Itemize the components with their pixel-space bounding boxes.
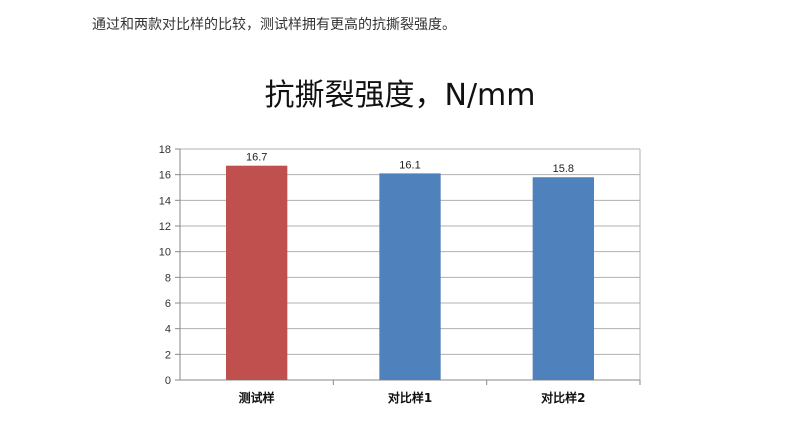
x-category-label: 对比样2 bbox=[541, 390, 585, 405]
bar bbox=[532, 177, 594, 380]
data-label: 15.8 bbox=[553, 163, 574, 175]
x-category-label: 测试样 bbox=[239, 390, 275, 405]
y-tick-label: 14 bbox=[159, 195, 171, 207]
bar bbox=[379, 173, 441, 380]
y-tick-label: 6 bbox=[165, 298, 171, 310]
y-tick-label: 2 bbox=[165, 349, 171, 361]
y-tick-label: 8 bbox=[165, 272, 171, 284]
y-tick-label: 18 bbox=[159, 144, 171, 156]
x-category-label: 对比样1 bbox=[388, 390, 432, 405]
data-label: 16.1 bbox=[399, 159, 420, 171]
y-tick-label: 0 bbox=[165, 375, 171, 387]
intro-text: 通过和两款对比样的比较，测试样拥有更高的抗撕裂强度。 bbox=[92, 17, 456, 33]
y-tick-label: 12 bbox=[159, 221, 171, 233]
bar bbox=[226, 165, 288, 380]
y-tick-label: 4 bbox=[165, 324, 171, 336]
y-tick-label: 16 bbox=[159, 170, 171, 182]
chart-title: 抗撕裂强度，N/mm bbox=[264, 78, 536, 113]
data-label: 16.7 bbox=[246, 152, 267, 164]
y-tick-label: 10 bbox=[159, 247, 171, 259]
